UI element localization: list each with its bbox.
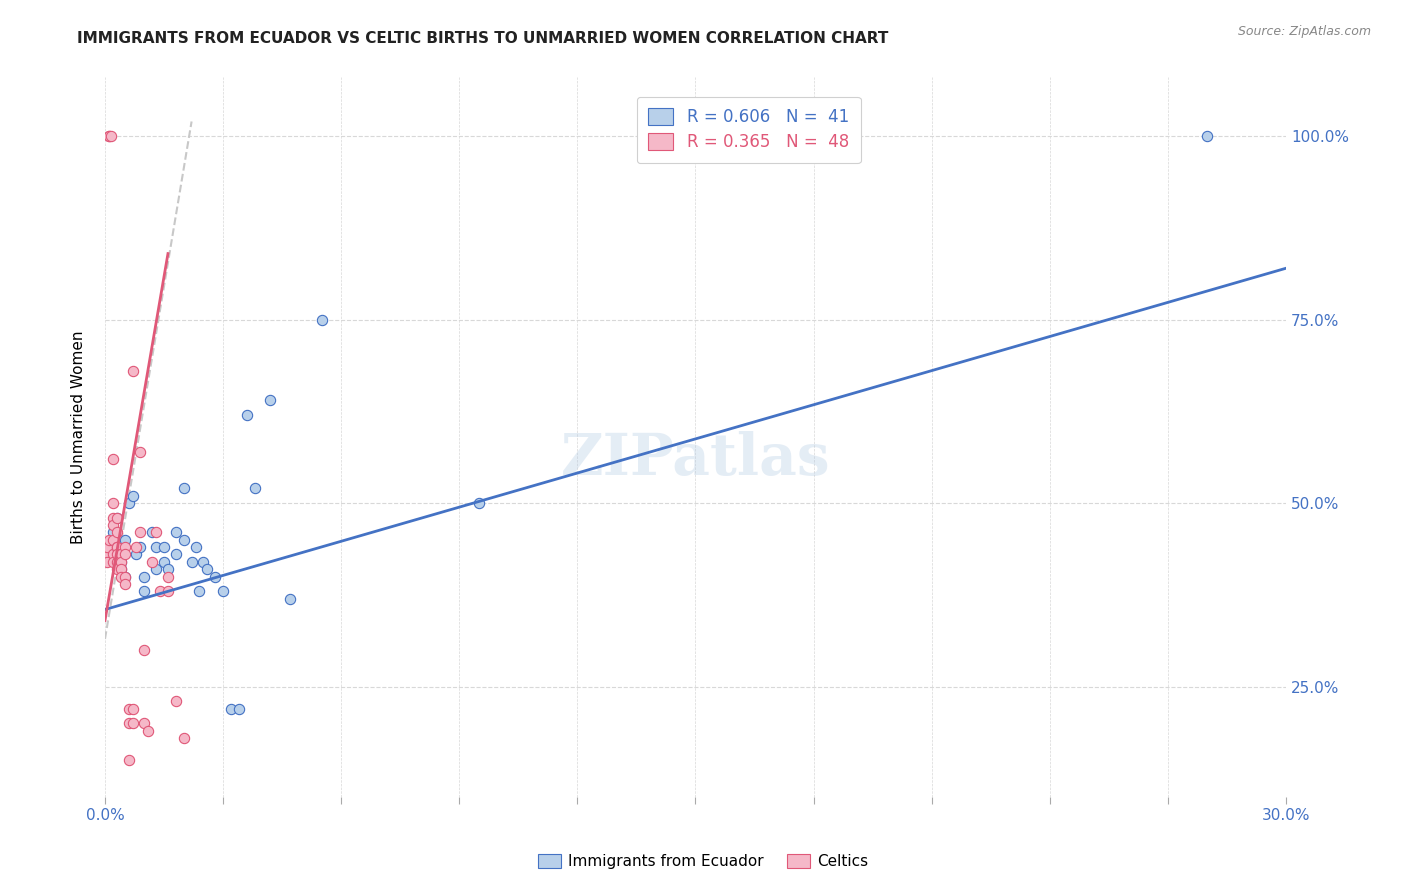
Point [219,701,242,715]
Point [117,496,139,510]
Point [156,562,179,576]
Point [105,540,128,554]
Point [101,496,124,510]
Point [153,555,176,569]
Point [235,408,257,422]
Point [173,482,195,496]
Point [114,577,136,591]
Point [1197,129,1219,144]
Point [101,518,124,533]
Point [97,533,120,547]
Point [105,510,128,524]
Point [110,555,132,569]
Point [105,510,128,524]
Point [165,548,187,562]
Point [97,129,120,144]
Point [188,584,211,599]
Point [136,723,159,738]
Point [141,555,163,569]
Point [110,555,132,569]
Point [96,540,118,554]
Point [121,364,143,378]
Point [134,716,156,731]
Point [121,701,143,715]
Point [259,393,281,408]
Point [114,533,136,547]
Point [105,562,128,576]
Text: IMMIGRANTS FROM ECUADOR VS CELTIC BIRTHS TO UNMARRIED WOMEN CORRELATION CHART: IMMIGRANTS FROM ECUADOR VS CELTIC BIRTHS… [77,31,889,46]
Point [212,584,235,599]
Point [153,540,176,554]
Point [105,540,128,554]
Point [468,496,491,510]
Legend: R = 0.606   N =  41, R = 0.365   N =  48: R = 0.606 N = 41, R = 0.365 N = 48 [637,96,860,163]
Point [117,701,139,715]
Point [141,525,163,540]
Point [101,452,124,467]
Point [228,701,250,715]
Point [195,562,218,576]
Point [121,716,143,731]
Point [129,444,152,458]
Point [145,525,167,540]
Point [184,540,207,554]
Point [114,548,136,562]
Point [114,540,136,554]
Point [156,569,179,583]
Point [129,525,152,540]
Point [193,555,215,569]
Point [100,129,122,144]
Point [96,555,118,569]
Point [129,540,152,554]
Point [114,569,136,583]
Point [101,510,124,524]
Point [110,548,132,562]
Text: Source: ZipAtlas.com: Source: ZipAtlas.com [1237,25,1371,38]
Point [101,548,124,562]
Point [173,533,195,547]
Point [101,540,124,554]
Point [117,753,139,767]
Point [105,548,128,562]
Point [165,694,187,708]
Point [243,482,266,496]
Point [165,525,187,540]
Point [117,716,139,731]
Point [105,555,128,569]
Point [121,489,143,503]
Point [96,548,118,562]
Point [145,540,167,554]
Point [110,562,132,576]
Point [134,584,156,599]
Point [110,562,132,576]
Point [156,584,179,599]
Point [101,555,124,569]
Point [145,562,167,576]
Point [204,569,226,583]
Point [134,643,156,657]
Point [114,569,136,583]
Point [105,540,128,554]
Point [97,129,120,144]
Point [97,548,120,562]
Point [125,540,148,554]
Point [110,569,132,583]
Point [149,584,172,599]
Text: ZIPatlas: ZIPatlas [561,431,831,487]
Point [173,731,195,745]
Point [101,533,124,547]
Point [125,548,148,562]
Y-axis label: Births to Unmarried Women: Births to Unmarried Women [72,330,86,544]
Point [311,312,333,326]
Point [105,525,128,540]
Point [101,525,124,540]
Point [134,569,156,583]
Legend: Immigrants from Ecuador, Celtics: Immigrants from Ecuador, Celtics [531,848,875,875]
Point [278,591,301,606]
Point [180,555,202,569]
